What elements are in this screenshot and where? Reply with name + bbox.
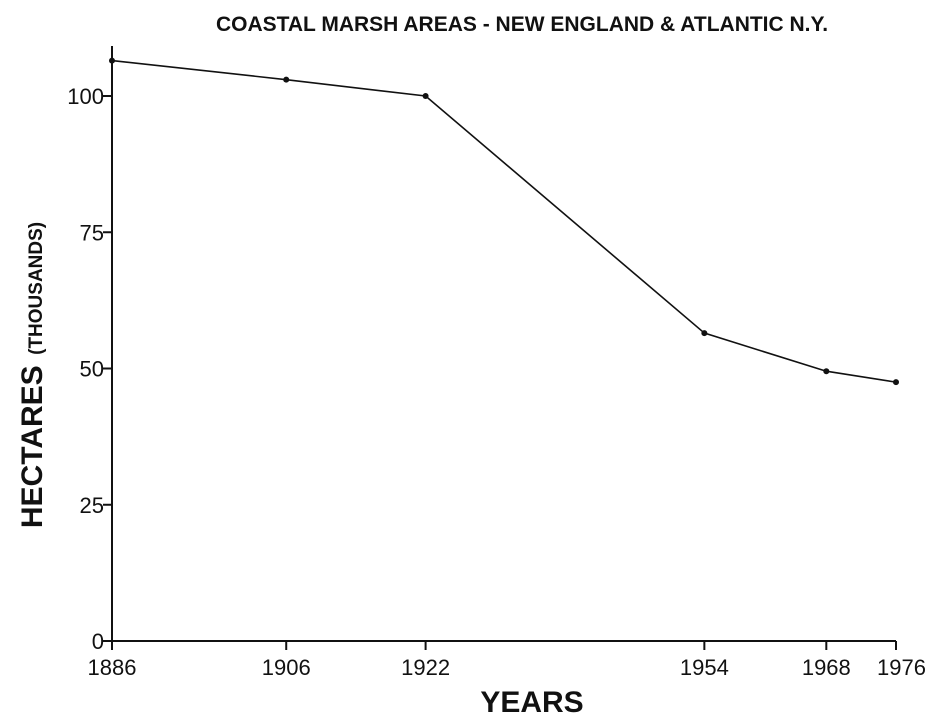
x-tick-label: 1976 (877, 655, 926, 680)
data-point (422, 93, 429, 99)
y-tick-label: 100 (67, 84, 104, 109)
y-axis-label-group: HECTARES (THOUSANDS) (16, 222, 49, 528)
data-point (283, 76, 290, 83)
svg-text:HECTARES (THOUSANDS): HECTARES (THOUSANDS) (16, 222, 49, 528)
chart-title: COASTAL MARSH AREAS - NEW ENGLAND & ATLA… (216, 13, 828, 36)
y-axis-label: HECTARES (16, 365, 49, 528)
data-point (893, 379, 899, 386)
x-ticks: 1886 1906 1922 1954 1968 1976 (88, 641, 926, 680)
y-tick-label: 25 (80, 493, 104, 518)
y-tick-label: 0 (92, 629, 104, 654)
x-tick-label: 1968 (802, 655, 851, 680)
x-axis-label: YEARS (480, 686, 583, 719)
x-tick-label: 1922 (401, 655, 450, 680)
series-line (111, 59, 897, 383)
y-tick-label: 50 (80, 357, 104, 382)
data-point (701, 330, 708, 337)
data-point (823, 368, 830, 375)
x-tick-label: 1886 (88, 655, 137, 680)
y-axis-unit: (THOUSANDS) (26, 222, 47, 355)
y-ticks: 0 25 50 75 100 (67, 84, 112, 654)
data-points (109, 57, 899, 386)
y-tick-label: 75 (80, 220, 104, 245)
data-point (109, 57, 115, 64)
x-tick-label: 1954 (680, 655, 729, 680)
x-tick-label: 1906 (262, 655, 311, 680)
